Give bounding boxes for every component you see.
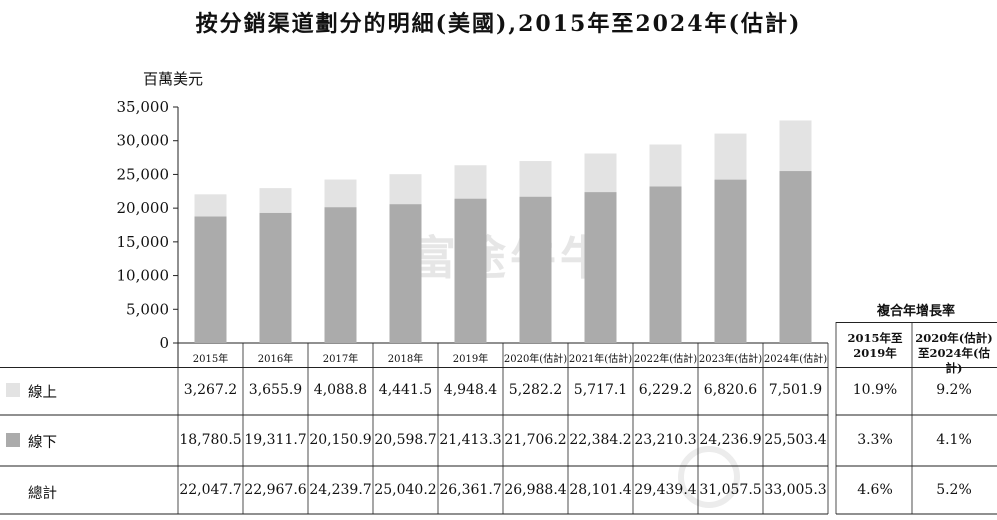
y-tick-label: 0 (159, 334, 169, 352)
table-cell: 24,236.9 (699, 432, 762, 448)
table-cell: 3,655.9 (248, 382, 303, 398)
bar-online (714, 133, 747, 180)
table-cell: 22,047.7 (179, 482, 242, 498)
table-cell: 26,361.7 (439, 482, 502, 498)
watermark-logo-icon (678, 446, 740, 508)
table-cell: 26,988.4 (504, 482, 567, 498)
bar-online (259, 188, 292, 213)
bar-online (519, 161, 552, 197)
table-cell: 28,101.4 (569, 482, 632, 498)
bar-offline (519, 196, 552, 343)
bar-offline (714, 179, 747, 343)
online-swatch (6, 383, 20, 397)
table-cell: 6,229.2 (638, 382, 693, 398)
x-tick-label: 2020年(估計) (503, 354, 568, 365)
y-tick-label: 20,000 (117, 199, 170, 217)
table-cell: 3,267.2 (183, 382, 238, 398)
x-tick-label: 2017年 (322, 354, 359, 365)
table-cell: 18,780.5 (179, 432, 242, 448)
y-tick-label: 25,000 (117, 165, 170, 183)
bar-online (649, 144, 682, 187)
bar-offline (454, 198, 487, 343)
table-cell: 7,501.9 (768, 382, 823, 398)
table-cell: 19,311.7 (244, 432, 307, 448)
row-label-online: 線上 (28, 385, 57, 401)
bar-online (324, 179, 357, 208)
x-tick-label: 2016年 (257, 354, 294, 365)
y-tick-label: 5,000 (126, 300, 169, 318)
bar-online (779, 120, 812, 172)
y-axis-unit: 百萬美元 (143, 70, 204, 88)
x-tick-label: 2018年 (387, 354, 424, 365)
bar-offline (649, 186, 682, 343)
y-tick-label: 35,000 (117, 98, 170, 116)
table-cell: 4,441.5 (378, 382, 433, 398)
table-cell: 20,598.7 (374, 432, 437, 448)
cagr-header-2015-2019: 2015年至2019年 (847, 331, 903, 360)
table-cell: 6,820.6 (703, 382, 758, 398)
table-cell: 23,210.3 (634, 432, 697, 448)
cagr-cell: 4.1% (936, 432, 972, 448)
bar-offline (194, 216, 227, 343)
cagr-title: 複合年增長率 (876, 304, 955, 319)
table-cell: 5,282.2 (508, 382, 563, 398)
cagr-header-2020-2024: 2020年(估計)至2024年(估計) (915, 331, 993, 375)
x-tick-label: 2015年 (192, 354, 229, 365)
x-tick-label: 2022年(估計) (633, 354, 698, 365)
bar-online (454, 165, 487, 199)
y-tick-label: 15,000 (117, 233, 170, 251)
x-tick-label: 2021年(估計) (568, 354, 633, 365)
bar-offline (259, 212, 292, 343)
table-cell: 33,005.3 (764, 482, 827, 498)
y-tick-label: 10,000 (117, 267, 170, 285)
row-label-offline: 線下 (28, 435, 57, 451)
x-tick-label: 2024年(估計) (763, 354, 828, 365)
x-tick-label: 2019年 (452, 354, 489, 365)
table-cell: 29,439.4 (634, 482, 697, 498)
table-cell: 20,150.9 (309, 432, 372, 448)
cagr-cell: 4.6% (857, 482, 893, 498)
x-tick-label: 2023年(估計) (698, 354, 763, 365)
bar-offline (584, 192, 617, 343)
bar-online (584, 153, 617, 193)
table-cell: 25,040.2 (374, 482, 437, 498)
cagr-cell: 9.2% (936, 382, 972, 398)
table-cell: 24,239.7 (309, 482, 372, 498)
table-cell: 22,967.6 (244, 482, 307, 498)
cagr-cell: 10.9% (852, 382, 898, 398)
watermark-text: 富途牛牛 (410, 231, 610, 285)
bar-online (194, 194, 227, 217)
bar-offline (389, 204, 422, 343)
table-cell: 25,503.4 (764, 432, 827, 448)
y-tick-label: 30,000 (117, 132, 170, 150)
table-cell: 21,413.3 (439, 432, 502, 448)
chart-title: 按分銷渠道劃分的明細(美國),2015年至2024年(估計) (195, 11, 802, 37)
table-cell: 5,717.1 (573, 382, 628, 398)
table-cell: 4,088.8 (313, 382, 368, 398)
table-cell: 31,057.5 (699, 482, 762, 498)
bar-online (389, 174, 422, 205)
bar-offline (779, 171, 812, 343)
table-cell: 22,384.2 (569, 432, 632, 448)
cagr-cell: 5.2% (936, 482, 972, 498)
bar-offline (324, 207, 357, 343)
offline-swatch (6, 433, 20, 447)
table-cell: 21,706.2 (504, 432, 567, 448)
row-label-total: 總計 (28, 486, 57, 502)
table-cell: 4,948.4 (443, 382, 498, 398)
cagr-cell: 3.3% (857, 432, 893, 448)
